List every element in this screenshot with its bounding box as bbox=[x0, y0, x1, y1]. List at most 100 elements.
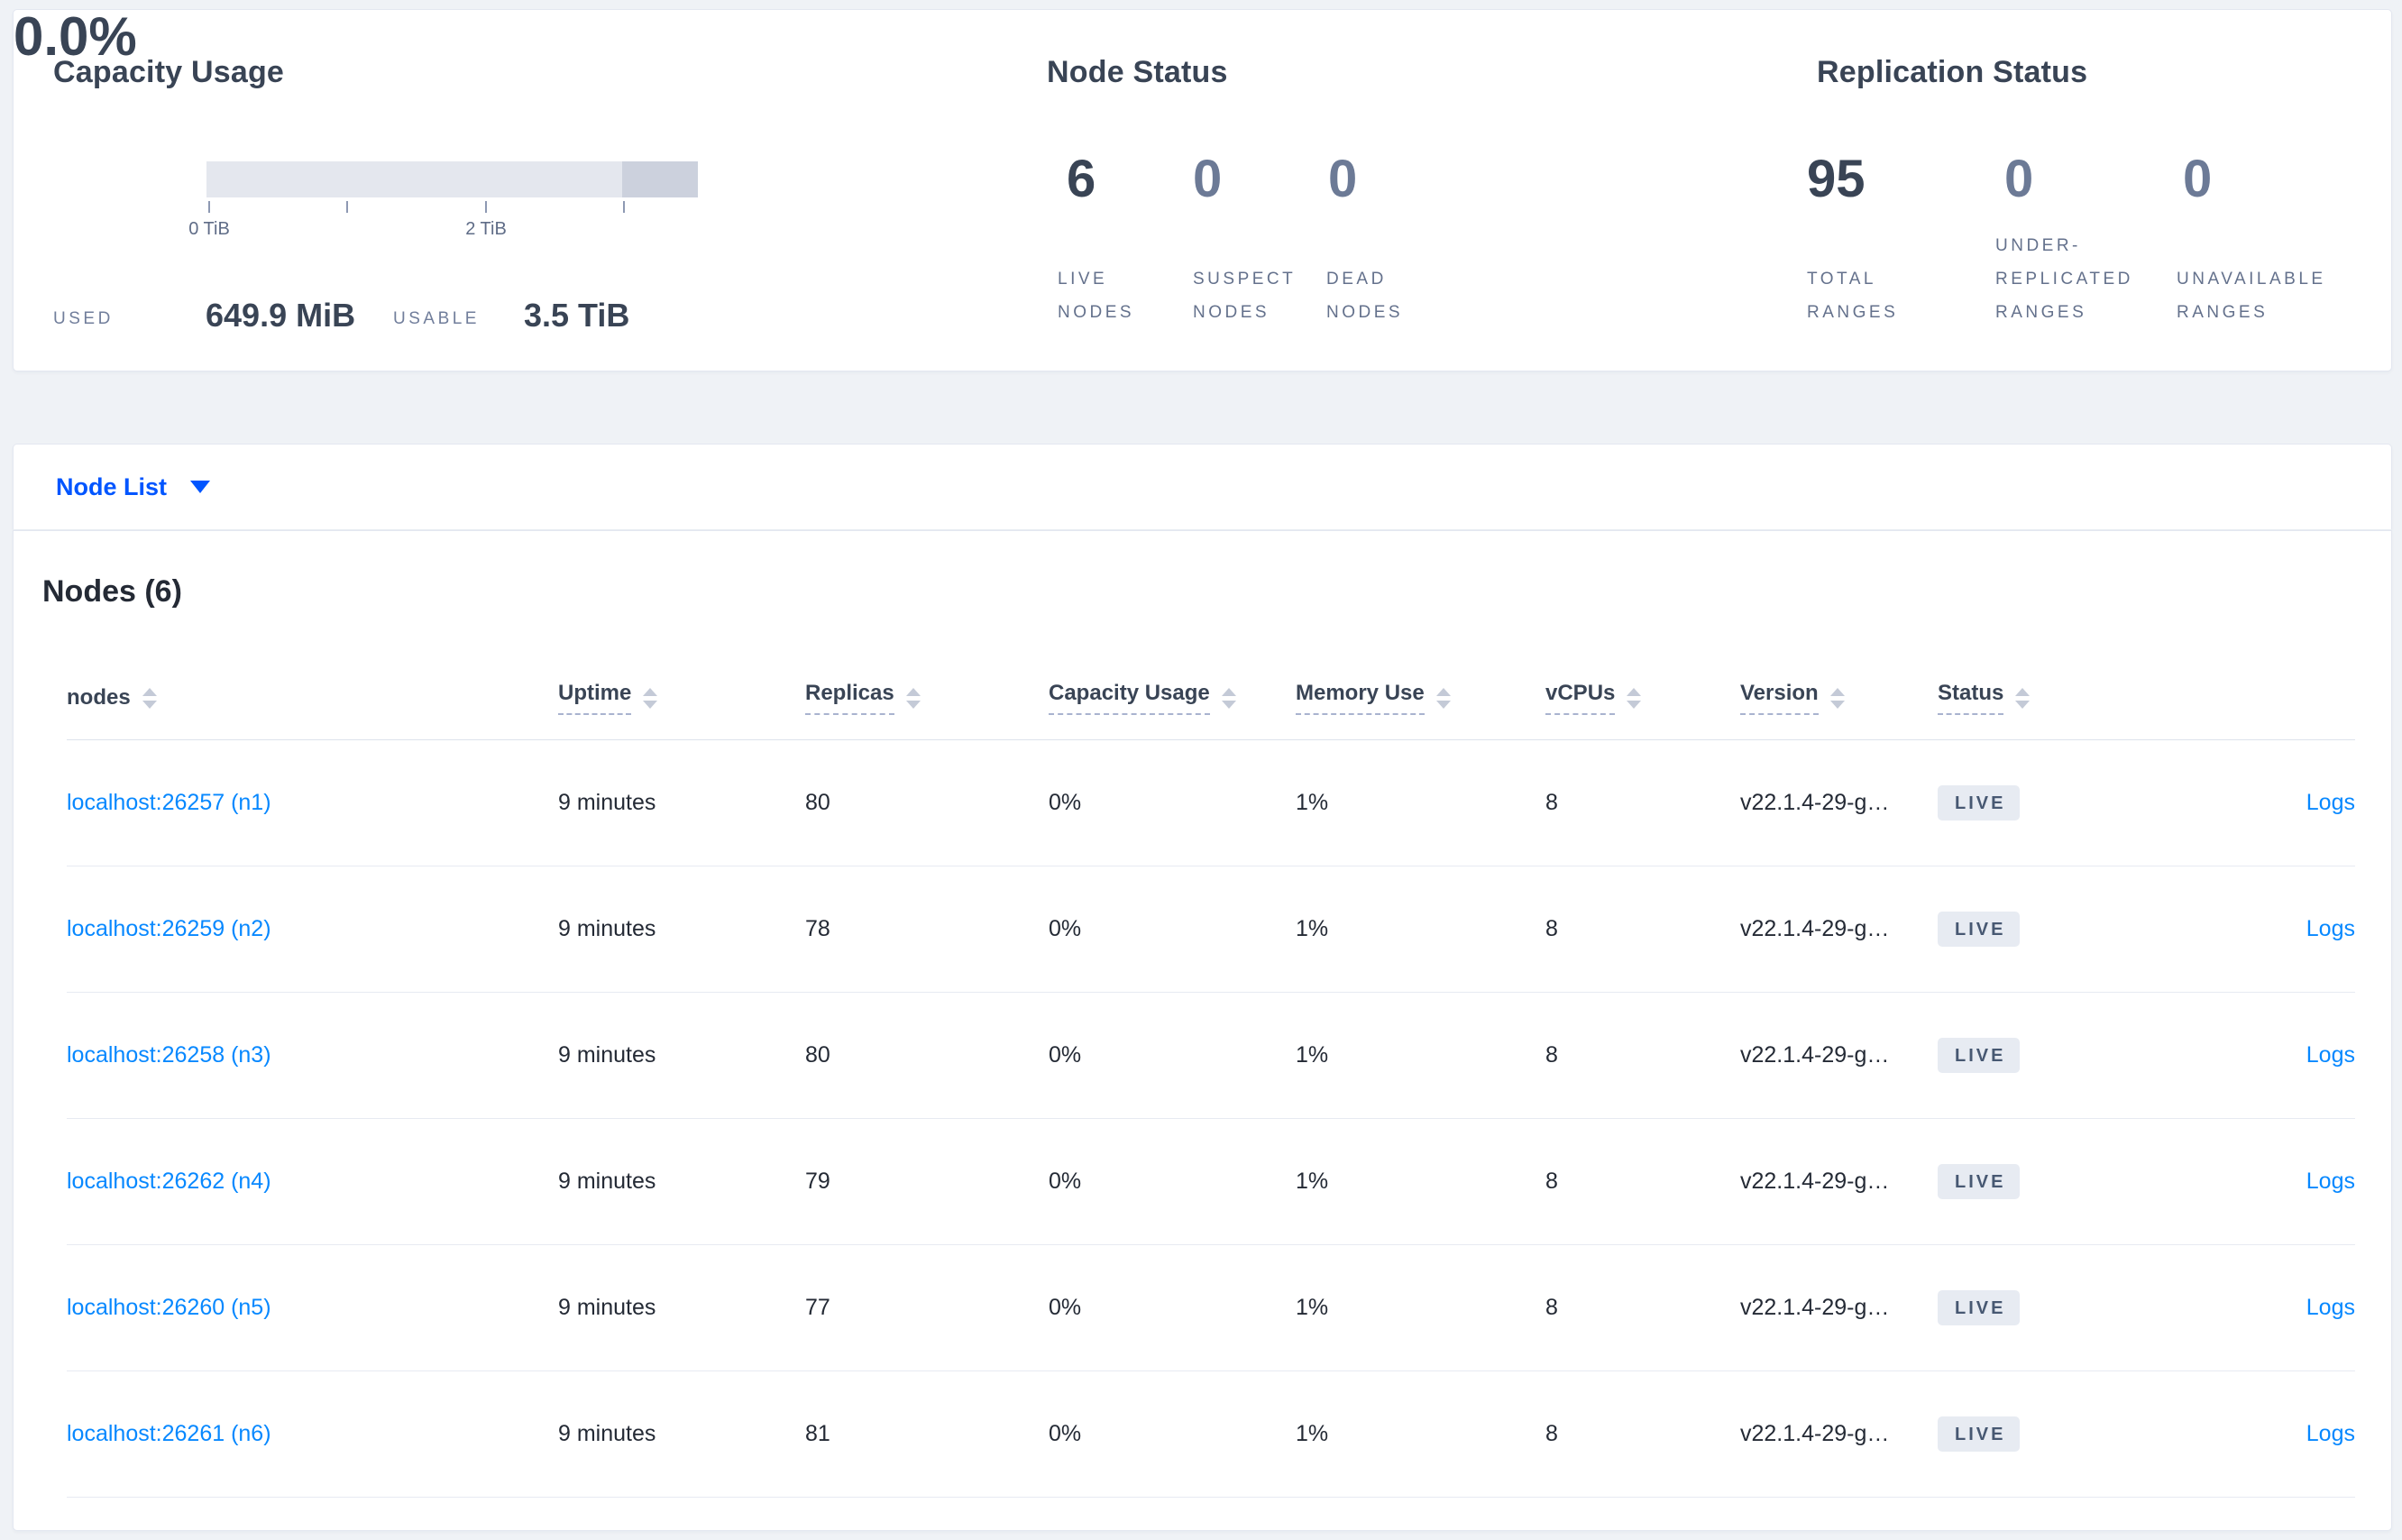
column-header-version[interactable]: Version bbox=[1740, 681, 1845, 716]
memory-use-cell: 1% bbox=[1296, 739, 1545, 866]
under-replicated-ranges-label: UNDER- REPLICATED RANGES bbox=[1995, 236, 2133, 322]
version-cell: v22.1.4-29-g… bbox=[1740, 866, 1938, 993]
logs-link[interactable]: Logs bbox=[2306, 915, 2355, 941]
replicas-cell: 79 bbox=[805, 1118, 1049, 1245]
capacity-usage-cell: 0% bbox=[1049, 992, 1296, 1119]
uptime-cell: 9 minutes bbox=[558, 1118, 805, 1245]
table-row: localhost:26258 (n3) 9 minutes 80 0% 1% … bbox=[67, 992, 2355, 1119]
unavailable-ranges-label: UNAVAILABLE RANGES bbox=[2177, 270, 2326, 322]
capacity-usage-cell: 0% bbox=[1049, 1244, 1296, 1371]
uptime-cell: 9 minutes bbox=[558, 1370, 805, 1498]
uptime-cell: 9 minutes bbox=[558, 739, 805, 866]
capacity-axis-tick bbox=[485, 201, 487, 213]
column-header-nodes[interactable]: nodes bbox=[67, 685, 157, 710]
node-link[interactable]: localhost:26260 (n5) bbox=[67, 1294, 271, 1320]
status-badge: LIVE bbox=[1938, 911, 2021, 947]
suspect-nodes-label: SUSPECT NODES bbox=[1193, 270, 1297, 322]
logs-link[interactable]: Logs bbox=[2306, 789, 2355, 815]
sort-icon[interactable] bbox=[1627, 687, 1642, 709]
table-row: localhost:26260 (n5) 9 minutes 77 0% 1% … bbox=[67, 1244, 2355, 1371]
table-row: localhost:26257 (n1) 9 minutes 80 0% 1% … bbox=[67, 739, 2355, 866]
unavailable-ranges-count: 0 bbox=[2183, 150, 2213, 208]
capacity-used-label: USED bbox=[53, 309, 114, 328]
capacity-usage-cell: 0% bbox=[1049, 866, 1296, 993]
chevron-down-icon bbox=[190, 481, 211, 493]
replication-status-title: Replication Status bbox=[1817, 55, 2088, 89]
sort-icon[interactable] bbox=[1221, 687, 1236, 709]
version-cell: v22.1.4-29-g… bbox=[1740, 1370, 1938, 1498]
node-link[interactable]: localhost:26262 (n4) bbox=[67, 1168, 271, 1194]
sort-icon[interactable] bbox=[1435, 687, 1451, 709]
node-link[interactable]: localhost:26257 (n1) bbox=[67, 789, 271, 815]
total-ranges-label: TOTAL RANGES bbox=[1807, 270, 1899, 322]
replicas-cell: 81 bbox=[805, 1370, 1049, 1498]
capacity-usage-cell: 0% bbox=[1049, 1118, 1296, 1245]
version-cell: v22.1.4-29-g… bbox=[1740, 739, 1938, 866]
uptime-cell: 9 minutes bbox=[558, 866, 805, 993]
node-link[interactable]: localhost:26258 (n3) bbox=[67, 1041, 271, 1068]
capacity-used-value: 649.9 MiB bbox=[206, 297, 356, 334]
column-header-capacity-usage[interactable]: Capacity Usage bbox=[1049, 681, 1236, 716]
logs-link[interactable]: Logs bbox=[2306, 1168, 2355, 1194]
status-badge: LIVE bbox=[1938, 784, 2021, 820]
sort-icon[interactable] bbox=[1829, 687, 1845, 709]
column-header-replicas[interactable]: Replicas bbox=[805, 681, 921, 716]
memory-use-cell: 1% bbox=[1296, 1370, 1545, 1498]
column-header-vcpus[interactable]: vCPUs bbox=[1545, 681, 1642, 716]
memory-use-cell: 1% bbox=[1296, 1244, 1545, 1371]
sort-icon[interactable] bbox=[2015, 687, 2031, 709]
sort-icon[interactable] bbox=[905, 687, 921, 709]
column-header-memory-use[interactable]: Memory Use bbox=[1296, 681, 1451, 716]
vcpus-cell: 8 bbox=[1545, 739, 1740, 866]
dead-nodes-label: DEAD NODES bbox=[1326, 270, 1404, 322]
replicas-cell: 78 bbox=[805, 866, 1049, 993]
capacity-axis-tick bbox=[623, 201, 625, 213]
dead-nodes-count: 0 bbox=[1328, 150, 1358, 208]
vcpus-cell: 8 bbox=[1545, 1118, 1740, 1245]
replicas-cell: 77 bbox=[805, 1244, 1049, 1371]
cluster-summary-card: Capacity Usage 0.0% 0 TiB 2 TiB USED 649… bbox=[13, 9, 2392, 371]
table-row: localhost:26262 (n4) 9 minutes 79 0% 1% … bbox=[67, 1118, 2355, 1245]
capacity-axis-label-2: 2 TiB bbox=[465, 219, 507, 239]
vcpus-cell: 8 bbox=[1545, 1370, 1740, 1498]
logs-link[interactable]: Logs bbox=[2306, 1420, 2355, 1446]
sort-icon[interactable] bbox=[142, 687, 157, 709]
status-badge: LIVE bbox=[1938, 1037, 2021, 1073]
logs-link[interactable]: Logs bbox=[2306, 1041, 2355, 1068]
status-badge: LIVE bbox=[1938, 1289, 2021, 1325]
uptime-cell: 9 minutes bbox=[558, 992, 805, 1119]
version-cell: v22.1.4-29-g… bbox=[1740, 1244, 1938, 1371]
column-header-status[interactable]: Status bbox=[1938, 681, 2031, 716]
sort-icon[interactable] bbox=[643, 687, 658, 709]
view-selector-dropdown[interactable]: Node List bbox=[56, 445, 211, 529]
total-ranges-count: 95 bbox=[1807, 150, 1866, 208]
nodes-table-card: Nodes (6) nodes Uptime Replicas Capacity… bbox=[13, 530, 2392, 1531]
under-replicated-ranges-count: 0 bbox=[2004, 150, 2034, 208]
uptime-cell: 9 minutes bbox=[558, 1244, 805, 1371]
live-nodes-count: 6 bbox=[1067, 150, 1096, 208]
node-link[interactable]: localhost:26259 (n2) bbox=[67, 915, 271, 941]
capacity-axis-label-0: 0 TiB bbox=[188, 219, 230, 239]
node-link[interactable]: localhost:26261 (n6) bbox=[67, 1420, 271, 1446]
status-badge: LIVE bbox=[1938, 1163, 2021, 1199]
capacity-bar bbox=[206, 161, 698, 197]
capacity-usage-title: Capacity Usage bbox=[53, 55, 285, 89]
capacity-usage-cell: 0% bbox=[1049, 1370, 1296, 1498]
table-header-row: nodes Uptime Replicas Capacity Usage Mem… bbox=[67, 657, 2355, 740]
memory-use-cell: 1% bbox=[1296, 992, 1545, 1119]
logs-link[interactable]: Logs bbox=[2306, 1294, 2355, 1320]
replicas-cell: 80 bbox=[805, 739, 1049, 866]
column-header-uptime[interactable]: Uptime bbox=[558, 681, 658, 716]
node-status-title: Node Status bbox=[1047, 55, 1228, 89]
capacity-bar-used-segment bbox=[622, 161, 698, 197]
capacity-percent: 0.0% bbox=[14, 6, 137, 67]
version-cell: v22.1.4-29-g… bbox=[1740, 1118, 1938, 1245]
nodes-table: nodes Uptime Replicas Capacity Usage Mem… bbox=[67, 657, 2355, 1498]
table-row: localhost:26259 (n2) 9 minutes 78 0% 1% … bbox=[67, 866, 2355, 993]
view-selector-label: Node List bbox=[56, 472, 168, 500]
version-cell: v22.1.4-29-g… bbox=[1740, 992, 1938, 1119]
vcpus-cell: 8 bbox=[1545, 866, 1740, 993]
replicas-cell: 80 bbox=[805, 992, 1049, 1119]
memory-use-cell: 1% bbox=[1296, 866, 1545, 993]
nodes-table-title: Nodes (6) bbox=[42, 574, 182, 609]
